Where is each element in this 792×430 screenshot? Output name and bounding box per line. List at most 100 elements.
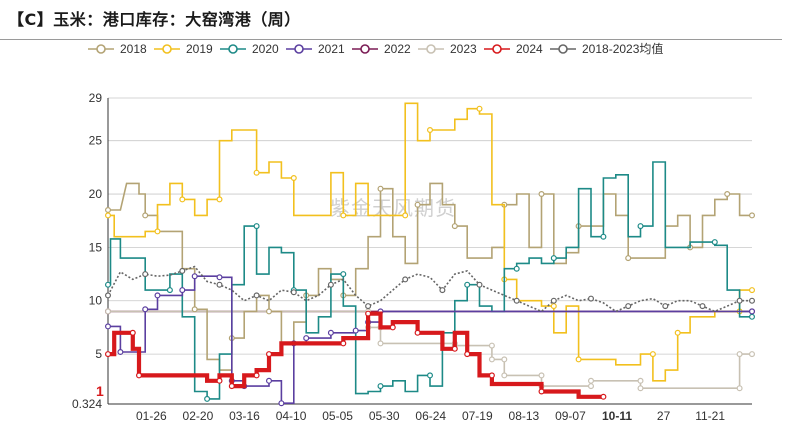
legend-label-2023: 2023 <box>450 42 477 56</box>
point-2019-55 <box>550 303 557 310</box>
point-2019-60 <box>575 356 582 363</box>
legend-item-2021[interactable]: 2021 <box>286 42 345 56</box>
point-2019-25 <box>290 175 297 182</box>
series-annotation-label: 1 <box>96 383 104 399</box>
point-2023-10 <box>501 372 508 379</box>
point-2024-3 <box>129 329 136 336</box>
point-2018-2023-39 <box>587 295 594 302</box>
legend-item-2018-2023[interactable]: 2018-2023均值 <box>550 41 663 56</box>
point-2018-2023-48 <box>699 303 706 310</box>
point-2018-2023-24 <box>402 276 409 283</box>
x-tick-label-05-05: 05-05 <box>322 409 353 423</box>
point-2019-20 <box>253 169 260 176</box>
point-2019-0 <box>104 212 111 219</box>
point-2023-7 <box>488 342 495 349</box>
point-2018-24 <box>266 308 273 315</box>
point-2023-16 <box>637 385 644 392</box>
y-tick-label-25: 25 <box>89 134 103 148</box>
point-2018-2023-3 <box>142 271 149 278</box>
point-2021-8 <box>179 287 186 294</box>
point-2021-18 <box>266 377 273 384</box>
y-tick-label-5: 5 <box>95 347 102 361</box>
point-2018-2023-9 <box>216 281 223 288</box>
legend-marker-2023 <box>426 44 436 54</box>
point-2021-2 <box>117 349 124 356</box>
point-2024-42 <box>538 388 545 395</box>
point-2018-6 <box>142 212 149 219</box>
point-2018-2023-36 <box>550 297 557 304</box>
legend-marker-2020 <box>228 44 238 54</box>
legend-item-2022[interactable]: 2022 <box>352 42 411 56</box>
point-2018-66 <box>538 191 545 198</box>
legend-label-2018-2023: 2018-2023均值 <box>582 41 663 56</box>
series-line-2018-2023 <box>107 265 752 313</box>
legend-marker-2019 <box>162 44 172 54</box>
point-2020-63 <box>513 265 520 272</box>
legend-item-2018[interactable]: 2018 <box>88 42 147 56</box>
legend-item-2023[interactable]: 2023 <box>418 42 477 56</box>
point-2021-0 <box>104 323 111 330</box>
legend-item-2024[interactable]: 2024 <box>484 42 543 56</box>
point-2023-13 <box>587 383 594 390</box>
point-2019-70 <box>674 329 681 336</box>
chart-title: 【C】玉米：港口库存：大窑湾港（周） <box>8 10 301 29</box>
point-2019-35 <box>402 212 409 219</box>
point-2024-9 <box>216 377 223 384</box>
point-2020-35 <box>340 271 347 278</box>
point-2019-5 <box>154 228 161 235</box>
point-2020-70 <box>550 255 557 262</box>
x-tick-label-03-16: 03-16 <box>229 409 260 423</box>
point-2018-2023-0 <box>104 292 111 299</box>
point-2024-30 <box>414 329 421 336</box>
point-2018-93 <box>748 212 755 219</box>
legend-marker-2022 <box>360 44 370 54</box>
point-2018-2023-52 <box>748 297 755 304</box>
point-2020-7 <box>166 287 173 294</box>
point-2024-36 <box>464 351 471 358</box>
point-2020-91 <box>711 239 718 246</box>
series-2019 <box>104 102 755 382</box>
point-2024-24 <box>365 310 372 317</box>
point-2019-30 <box>340 212 347 219</box>
series-line-2020 <box>108 161 752 400</box>
point-2019-10 <box>179 196 186 203</box>
point-2023-8 <box>488 356 495 363</box>
legend-marker-2024 <box>492 44 502 54</box>
point-2019-45 <box>476 105 483 112</box>
legend-label-2018: 2018 <box>120 42 147 56</box>
x-tick-label-01-26: 01-26 <box>136 409 167 423</box>
point-2023-9 <box>501 356 508 363</box>
y-axis: 0.324 5 10 15 20 25 29 <box>72 91 109 411</box>
point-2023-15 <box>637 377 644 384</box>
point-2023-11 <box>538 372 545 379</box>
y-tick-label-29: 29 <box>89 91 103 105</box>
point-2021-6 <box>154 292 161 299</box>
series-line-2019 <box>108 102 752 382</box>
point-2020-0 <box>104 281 111 288</box>
point-2018-2023-12 <box>253 292 260 299</box>
point-2018-2023-51 <box>736 297 743 304</box>
y-tick-label-0-324: 0.324 <box>72 397 102 411</box>
series-line-2024 <box>108 311 604 399</box>
x-tick-label-27: 27 <box>657 409 671 423</box>
point-2021-28 <box>352 327 359 334</box>
point-2018-2023-6 <box>179 267 186 274</box>
point-2021-20 <box>278 400 285 407</box>
point-2019-15 <box>216 196 223 203</box>
legend-marker-2021 <box>294 44 304 54</box>
grid-lines <box>108 97 752 405</box>
point-2018-2023-45 <box>662 303 669 310</box>
legend-item-2020[interactable]: 2020 <box>220 42 279 56</box>
x-tick-label-11-21: 11-21 <box>695 409 725 423</box>
point-2018-2023-27 <box>439 287 446 294</box>
point-2021-12 <box>216 274 223 281</box>
legend-item-2019[interactable]: 2019 <box>154 42 213 56</box>
point-2019-77 <box>748 287 755 294</box>
point-2018-54 <box>451 223 458 230</box>
point-2020-84 <box>637 223 644 230</box>
point-2021-4 <box>142 306 149 313</box>
legend-marker-2018 <box>96 44 106 54</box>
series-2018-2023 <box>104 265 755 313</box>
x-axis: 01-26 02-20 03-16 04-10 05-05 05-30 06-24 07-19… <box>108 403 752 423</box>
point-2018-2023-30 <box>476 281 483 288</box>
